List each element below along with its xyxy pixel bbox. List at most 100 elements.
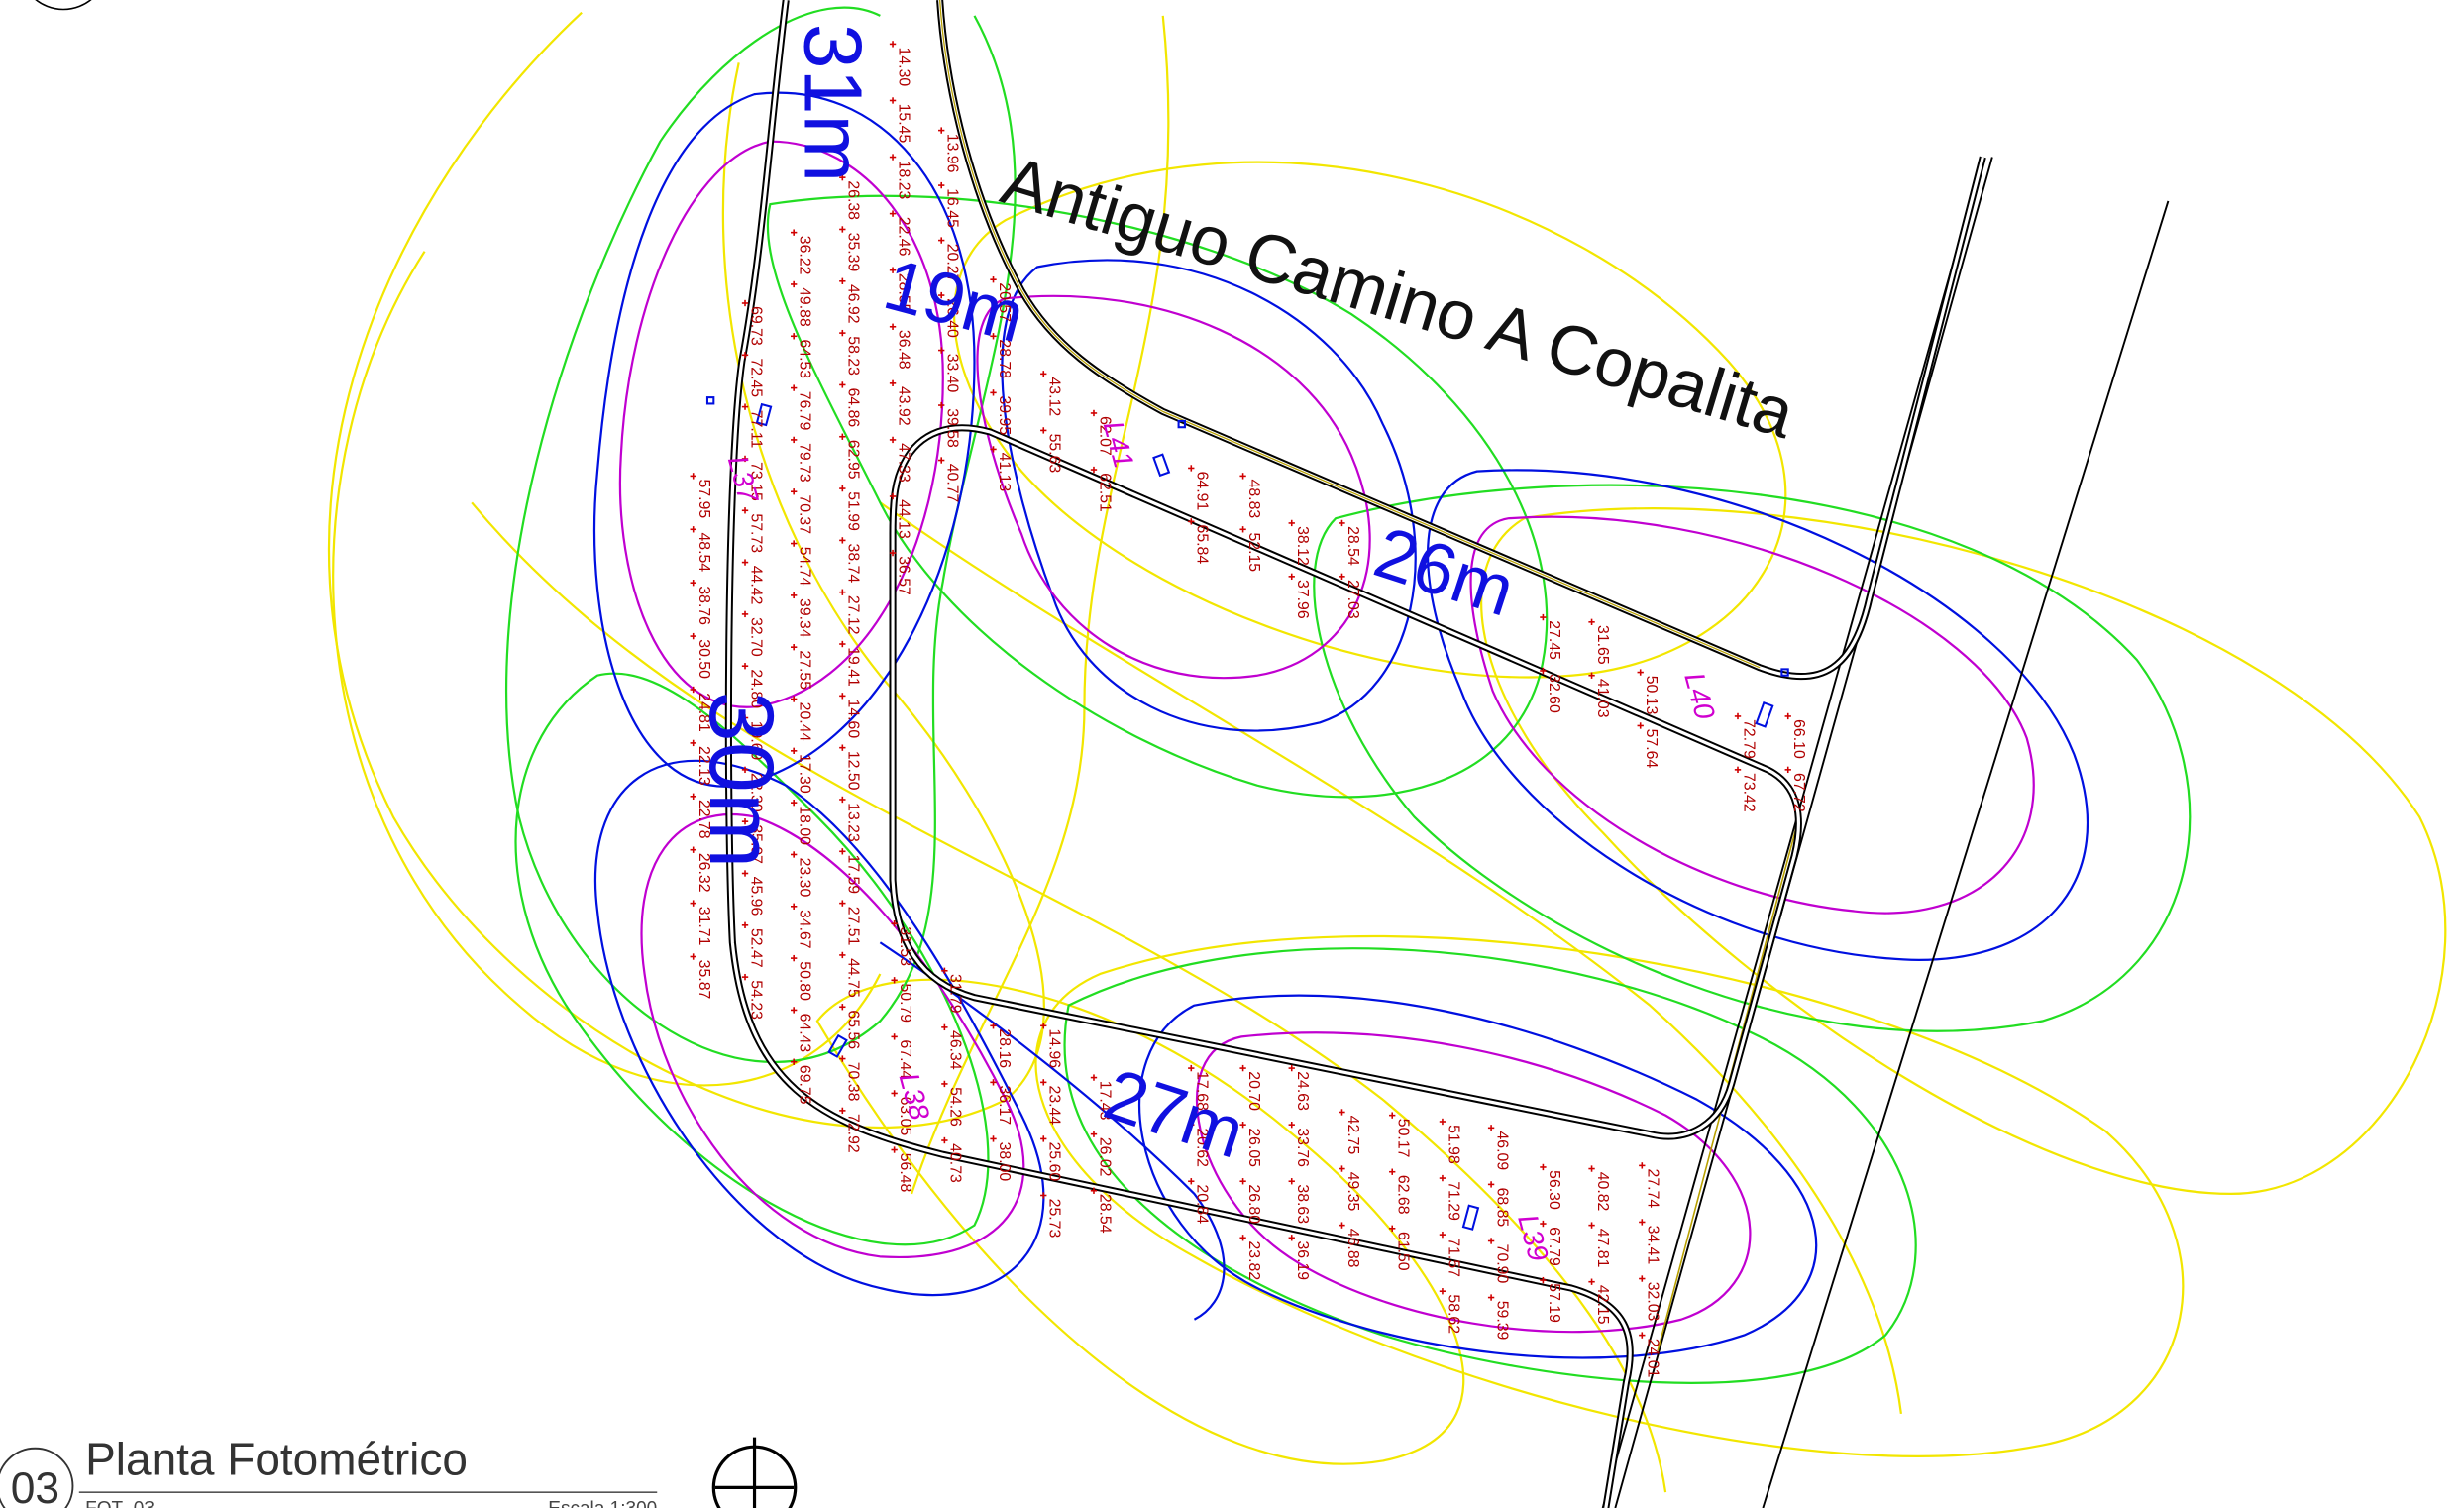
lux-value: 76.79	[797, 391, 813, 431]
lux-value: 25.73	[1046, 1199, 1063, 1239]
lux-value: 51.99	[845, 491, 862, 531]
lux-value: 46.88	[1344, 1229, 1361, 1268]
lux-value: 70.37	[797, 494, 813, 534]
lux-value: 44.13	[895, 499, 911, 539]
lux-value: 50.13	[1643, 676, 1660, 715]
lux-value: 65.84	[1194, 525, 1211, 565]
lux-value: 49.88	[797, 287, 813, 327]
lux-value: 66.10	[1790, 719, 1807, 759]
lux-value: 27.55	[797, 650, 813, 690]
sheet-scale: Escala 1:300	[548, 1498, 657, 1508]
lux-value: 31.71	[696, 907, 712, 946]
lux-value: 46.92	[845, 284, 862, 324]
lux-value: 30.50	[696, 639, 712, 679]
lux-value: 42.75	[1344, 1116, 1361, 1155]
lux-value: 48.83	[1245, 480, 1262, 519]
lux-value: 46.09	[1493, 1131, 1510, 1170]
lux-value: 36.57	[895, 556, 911, 595]
lux-value: 36.48	[895, 330, 911, 370]
lux-value: 43.92	[895, 386, 911, 426]
lux-value: 57.95	[696, 480, 712, 519]
lux-value: 62.95	[845, 440, 862, 480]
lux-value: 13.23	[845, 803, 862, 842]
lux-value: 43.12	[1046, 377, 1063, 417]
sheet-code: FOT_03	[85, 1498, 155, 1508]
lux-value: 23.44	[1046, 1086, 1063, 1126]
lux-value: 17.30	[797, 754, 813, 794]
lux-value: 35.87	[696, 960, 712, 1000]
lux-value: 57.73	[747, 513, 764, 553]
lux-value: 26.02	[1096, 1137, 1113, 1177]
lux-value: 69.75	[797, 1065, 813, 1105]
lux-value: 65.56	[845, 1010, 862, 1049]
lux-value: 18.00	[797, 806, 813, 845]
lux-value: 68.85	[1493, 1188, 1510, 1228]
mounting-height-label: 26m	[1365, 512, 1524, 632]
mounting-height-label: 30m	[691, 692, 792, 869]
lux-value: 26.05	[1245, 1128, 1262, 1167]
lux-value: 38.76	[696, 586, 712, 625]
title-block: 03 Planta Fotométrico FOT_03 Escala 1:30…	[0, 1434, 796, 1508]
lux-value: 13.96	[944, 134, 961, 173]
lux-value: 47.33	[895, 443, 911, 483]
lux-value: 72.45	[747, 358, 764, 397]
lux-value: 33.40	[944, 354, 961, 393]
lux-value: 23.30	[797, 858, 813, 898]
lux-value: 26.38	[845, 180, 862, 220]
lux-value: 41.13	[996, 453, 1013, 492]
lux-value: 44.42	[747, 566, 764, 605]
lux-value: 50.80	[797, 961, 813, 1001]
lux-value: 39.58	[944, 408, 961, 448]
lux-value: 69.73	[747, 306, 764, 346]
lux-value: 61.50	[1395, 1232, 1412, 1271]
lux-value: 59.39	[1493, 1301, 1510, 1341]
lux-value: 32.03	[1645, 1282, 1661, 1322]
lux-value: 14.96	[1046, 1028, 1063, 1068]
lux-value: 64.43	[797, 1014, 813, 1053]
lux-value: 28.16	[996, 1028, 1013, 1068]
lux-value: 62.68	[1395, 1175, 1412, 1215]
lux-value: 79.73	[797, 443, 813, 483]
lux-value: 39.34	[797, 598, 813, 638]
lux-value: 58.62	[1445, 1294, 1461, 1334]
lux-value: 71.57	[1445, 1238, 1461, 1277]
lux-value: 28.54	[1096, 1194, 1113, 1234]
lux-value: 15.45	[895, 104, 911, 144]
lux-value: 46.34	[947, 1030, 964, 1070]
lux-value: 48.54	[696, 532, 712, 572]
lux-value: 38.00	[996, 1142, 1013, 1182]
lux-value: 16.45	[944, 188, 961, 228]
luminaire-label: L39	[1511, 1211, 1553, 1264]
lux-value: 12.50	[845, 751, 862, 791]
lux-value: 17.59	[845, 854, 862, 894]
lux-value: 36.17	[996, 1086, 1013, 1126]
lux-value: 57.19	[1546, 1283, 1562, 1323]
mounting-height-label: 31m	[787, 24, 878, 182]
luminaire-label: L40	[1677, 669, 1720, 722]
lux-value: 32.70	[747, 617, 764, 657]
lux-value: 72.92	[845, 1114, 862, 1153]
lux-value: 33.76	[1294, 1128, 1311, 1167]
lux-value: 40.77	[944, 464, 961, 503]
lux-value: 71.29	[1445, 1181, 1461, 1221]
street-label: Antiguo Camino A Copalita	[994, 142, 1803, 454]
lux-value: 31.53	[897, 926, 913, 966]
lux-value: 41.03	[1594, 679, 1611, 718]
lux-value: 56.30	[1546, 1170, 1562, 1210]
lux-value: 27.74	[1645, 1169, 1661, 1209]
lux-value: 56.48	[897, 1153, 913, 1193]
lux-value: 24.63	[1294, 1071, 1311, 1111]
lux-value: 38.63	[1294, 1184, 1311, 1224]
luminaire-label: L37	[721, 452, 765, 506]
lux-value: 19.41	[845, 647, 862, 687]
lux-value: 47.81	[1594, 1229, 1611, 1268]
lux-value: 54.23	[747, 980, 764, 1020]
lux-value: 34.67	[797, 910, 813, 949]
sheet-number: 03	[11, 1464, 59, 1508]
lux-value: 38.74	[845, 544, 862, 584]
lux-value: 26.80	[1245, 1184, 1262, 1224]
lux-value: 38.12	[1294, 526, 1311, 566]
lux-value: 57.64	[1643, 729, 1660, 769]
lux-value: 42.15	[1594, 1285, 1611, 1325]
lux-value: 27.51	[845, 907, 862, 946]
